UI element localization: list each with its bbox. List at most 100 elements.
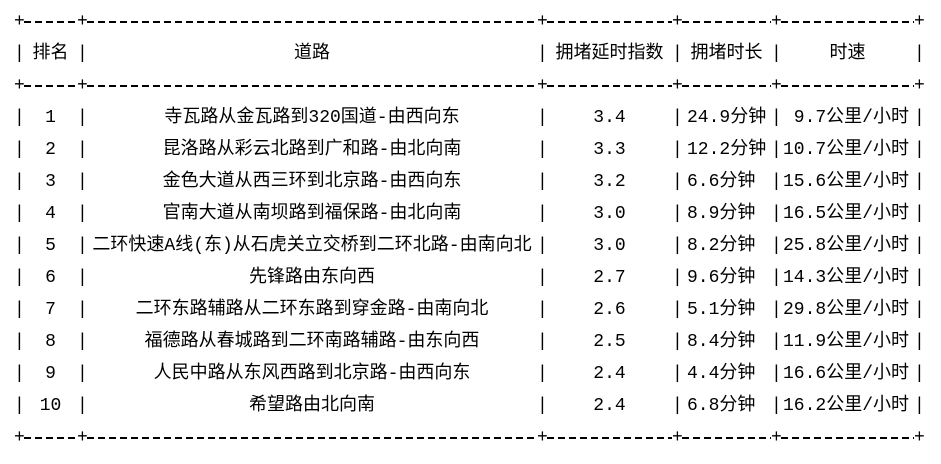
column-separator: | bbox=[914, 204, 925, 224]
column-separator: | bbox=[537, 236, 548, 256]
column-separator: | bbox=[771, 44, 782, 64]
speed-cell: 16.6公里/小时 bbox=[782, 364, 909, 384]
border-dash bbox=[24, 422, 77, 454]
table-row: | 8 | 福德路从春城路到二环南路辅路-由东向西 | 2.5 | 8.4分钟 … bbox=[14, 326, 925, 358]
column-separator: | bbox=[77, 204, 88, 224]
column-separator: | bbox=[672, 268, 683, 288]
header-delay-index: 拥堵延时指数 bbox=[555, 44, 664, 64]
rank-cell: 9 bbox=[45, 364, 56, 384]
border-cross: + bbox=[914, 12, 925, 32]
column-separator: | bbox=[537, 332, 548, 352]
speed-cell: 14.3公里/小时 bbox=[782, 268, 909, 288]
border-dash bbox=[547, 6, 672, 38]
border-cross: + bbox=[77, 12, 88, 32]
congestion-ranking-table: + + + + + + | 排名 | 道路 | 拥堵延时指数 | 拥堵时长 | … bbox=[14, 6, 925, 454]
duration-cell: 8.4分钟 bbox=[687, 332, 756, 352]
column-separator: | bbox=[537, 108, 548, 128]
column-separator: | bbox=[914, 268, 925, 288]
road-cell: 金色大道从西三环到北京路-由西向东 bbox=[162, 172, 462, 192]
duration-cell: 9.6分钟 bbox=[687, 268, 756, 288]
column-separator: | bbox=[771, 172, 782, 192]
column-separator: | bbox=[14, 204, 25, 224]
border-cross: + bbox=[771, 428, 782, 448]
rank-cell: 10 bbox=[39, 396, 62, 416]
column-separator: | bbox=[771, 300, 782, 320]
column-separator: | bbox=[771, 108, 782, 128]
border-dash bbox=[547, 70, 672, 102]
column-separator: | bbox=[77, 396, 88, 416]
road-cell: 先锋路由东向西 bbox=[249, 268, 375, 288]
rank-cell: 1 bbox=[45, 108, 56, 128]
column-separator: | bbox=[14, 236, 25, 256]
border-dash bbox=[87, 6, 537, 38]
border-dash bbox=[87, 70, 537, 102]
column-separator: | bbox=[14, 108, 25, 128]
road-cell: 希望路由北向南 bbox=[249, 396, 375, 416]
rank-cell: 3 bbox=[45, 172, 56, 192]
table-header-row: | 排名 | 道路 | 拥堵延时指数 | 拥堵时长 | 时速 | bbox=[14, 38, 925, 70]
border-dash bbox=[682, 70, 771, 102]
border-dash bbox=[781, 422, 914, 454]
column-separator: | bbox=[14, 268, 25, 288]
column-separator: | bbox=[672, 236, 683, 256]
delay-index-cell: 3.0 bbox=[593, 204, 626, 224]
table-row: | 2 | 昆洛路从彩云北路到广和路-由北向南 | 3.3 | 12.2分钟 |… bbox=[14, 134, 925, 166]
speed-cell: 11.9公里/小时 bbox=[782, 332, 909, 352]
border-dash bbox=[682, 422, 771, 454]
rank-cell: 4 bbox=[45, 204, 56, 224]
column-separator: | bbox=[914, 396, 925, 416]
column-separator: | bbox=[537, 396, 548, 416]
border-cross: + bbox=[771, 12, 782, 32]
border-dash bbox=[87, 422, 537, 454]
road-cell: 二环东路辅路从二环东路到穿金路-由南向北 bbox=[135, 300, 489, 320]
road-cell: 福德路从春城路到二环南路辅路-由东向西 bbox=[144, 332, 480, 352]
border-cross: + bbox=[77, 76, 88, 96]
column-separator: | bbox=[914, 44, 925, 64]
column-separator: | bbox=[672, 140, 683, 160]
column-separator: | bbox=[77, 364, 88, 384]
column-separator: | bbox=[771, 396, 782, 416]
duration-cell: 24.9分钟 bbox=[687, 108, 767, 128]
duration-cell: 8.9分钟 bbox=[687, 204, 756, 224]
border-dash bbox=[781, 70, 914, 102]
duration-cell: 8.2分钟 bbox=[687, 236, 756, 256]
border-cross: + bbox=[771, 76, 782, 96]
rank-cell: 8 bbox=[45, 332, 56, 352]
column-separator: | bbox=[537, 204, 548, 224]
delay-index-cell: 2.6 bbox=[593, 300, 626, 320]
rank-cell: 2 bbox=[45, 140, 56, 160]
column-separator: | bbox=[537, 300, 548, 320]
delay-index-cell: 2.7 bbox=[593, 268, 626, 288]
border-cross: + bbox=[14, 12, 25, 32]
rank-cell: 7 bbox=[45, 300, 56, 320]
border-cross: + bbox=[14, 76, 25, 96]
delay-index-cell: 3.2 bbox=[593, 172, 626, 192]
border-dash bbox=[24, 6, 77, 38]
duration-cell: 5.1分钟 bbox=[687, 300, 756, 320]
border-cross: + bbox=[672, 12, 683, 32]
speed-cell: 29.8公里/小时 bbox=[782, 300, 909, 320]
speed-cell: 16.2公里/小时 bbox=[782, 396, 909, 416]
border-cross: + bbox=[672, 76, 683, 96]
column-separator: | bbox=[14, 140, 25, 160]
header-rank: 排名 bbox=[32, 44, 69, 64]
border-dash bbox=[547, 422, 672, 454]
table-border-top: + + + + + + bbox=[14, 6, 925, 38]
border-cross: + bbox=[914, 76, 925, 96]
speed-cell: 9.7公里/小时 bbox=[793, 108, 909, 128]
column-separator: | bbox=[914, 108, 925, 128]
column-separator: | bbox=[771, 236, 782, 256]
header-speed: 时速 bbox=[829, 44, 866, 64]
border-cross: + bbox=[672, 428, 683, 448]
speed-cell: 15.6公里/小时 bbox=[782, 172, 909, 192]
delay-index-cell: 3.0 bbox=[593, 236, 626, 256]
column-separator: | bbox=[14, 172, 25, 192]
table-row: | 4 | 官南大道从南坝路到福保路-由北向南 | 3.0 | 8.9分钟 | … bbox=[14, 198, 925, 230]
table-row: | 9 | 人民中路从东风西路到北京路-由西向东 | 2.4 | 4.4分钟 |… bbox=[14, 358, 925, 390]
column-separator: | bbox=[537, 268, 548, 288]
duration-cell: 12.2分钟 bbox=[687, 140, 767, 160]
speed-cell: 10.7公里/小时 bbox=[782, 140, 909, 160]
border-cross: + bbox=[537, 12, 548, 32]
column-separator: | bbox=[537, 140, 548, 160]
table-row: | 7 | 二环东路辅路从二环东路到穿金路-由南向北 | 2.6 | 5.1分钟… bbox=[14, 294, 925, 326]
